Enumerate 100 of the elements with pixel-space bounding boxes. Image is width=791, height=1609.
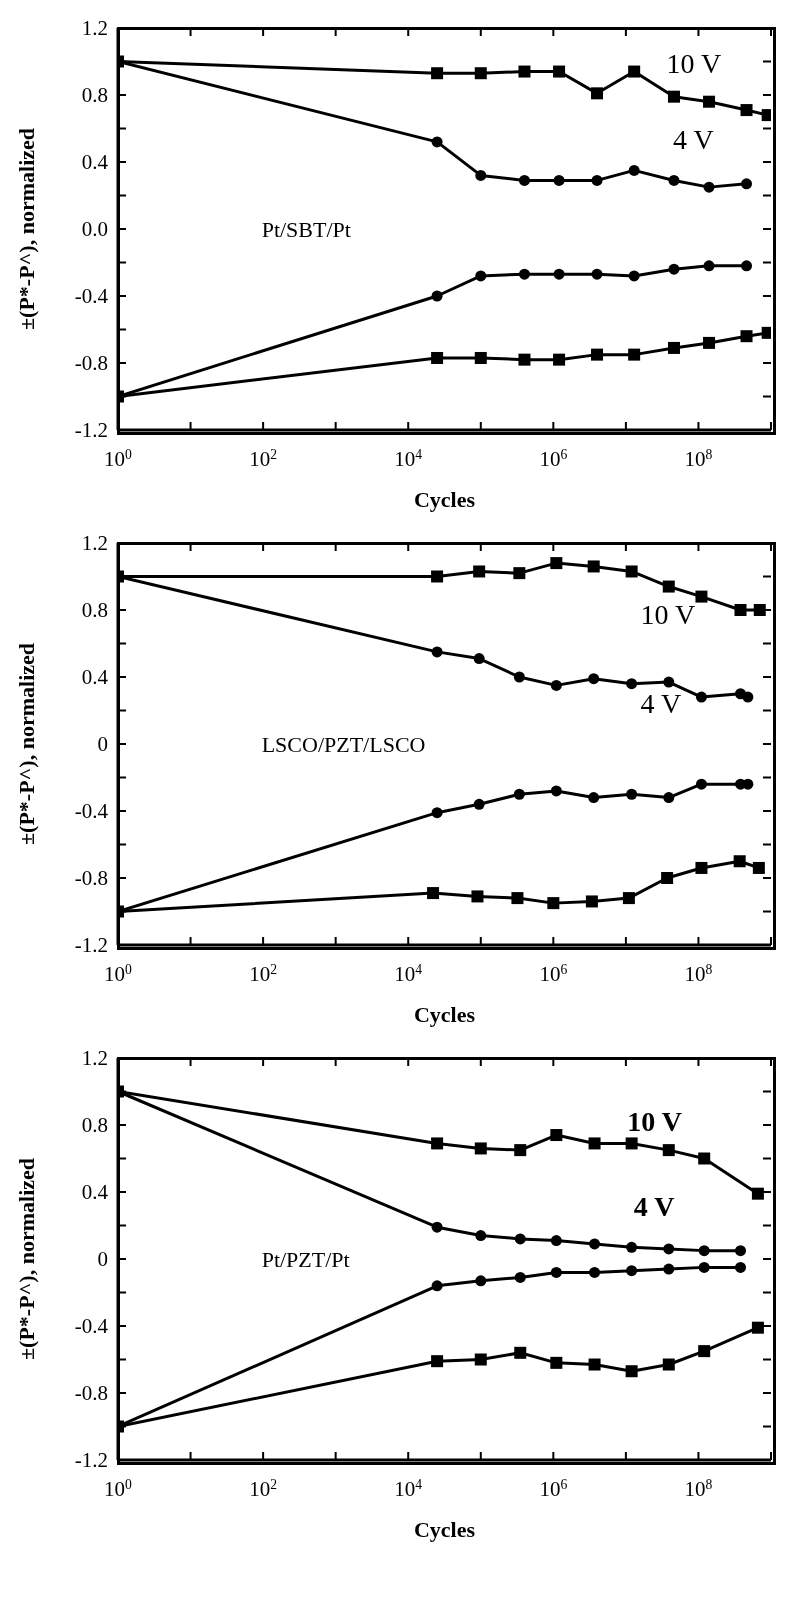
x-tick-label: 10$^{2}$ (249, 446, 278, 471)
point (741, 178, 753, 190)
annotation: 4 V (640, 687, 682, 720)
point (662, 1144, 675, 1157)
y-axis-title: ±(P*-P^), normalized (13, 642, 39, 846)
x-tick-label: 10$^{6}$ (539, 446, 568, 471)
point (591, 87, 604, 100)
point (553, 268, 565, 280)
point (663, 1243, 675, 1255)
y-tick-label: -0.8 (74, 866, 108, 890)
point (703, 181, 715, 193)
y-tick-label: 1.2 (81, 1046, 108, 1070)
point (667, 90, 680, 103)
point (514, 1271, 526, 1283)
point (625, 1365, 638, 1378)
point (550, 1266, 562, 1278)
point (514, 1144, 527, 1157)
point (626, 1265, 638, 1277)
point (550, 1235, 562, 1247)
x-axis-title: Cycles (413, 487, 476, 512)
x-tick-label: 10$^{0}$ (104, 961, 133, 986)
point (662, 1358, 675, 1371)
point (667, 341, 680, 354)
point (589, 1238, 601, 1250)
annotation: 10 V (666, 48, 722, 81)
x-tick-label: 10$^{4}$ (394, 446, 423, 471)
point (474, 1142, 487, 1155)
y-axis-title: ±(P*-P^), normalized (13, 127, 39, 331)
x-tick-label: 10$^{0}$ (104, 446, 133, 471)
point (741, 260, 753, 272)
y-tick-label: 0.8 (81, 1113, 108, 1137)
y-tick-label: 0 (97, 732, 108, 756)
x-tick-label: 10$^{2}$ (249, 961, 278, 986)
x-axis-title: Cycles (413, 1002, 476, 1027)
point (740, 330, 753, 343)
point (474, 67, 487, 80)
y-tick-label: 0.8 (81, 83, 108, 107)
point (628, 270, 640, 282)
point (589, 1266, 601, 1278)
point (703, 336, 716, 349)
x-tick-label: 10$^{8}$ (684, 446, 713, 471)
y-tick-label: -0.8 (74, 1381, 108, 1405)
text: Pt/PZT/Pt (261, 1246, 350, 1273)
point (474, 1353, 487, 1366)
point (628, 65, 641, 78)
text: Pt/SBT/Pt (261, 216, 351, 243)
x-tick-label: 10$^{0}$ (104, 1476, 133, 1501)
point (475, 1275, 487, 1287)
point (626, 1241, 638, 1253)
point (553, 65, 566, 78)
y-axis-title: ±(P*-P^), normalized (13, 1157, 39, 1361)
point (740, 104, 753, 117)
point (703, 260, 715, 272)
y-tick-label: -0.4 (74, 1314, 109, 1338)
point (553, 353, 566, 366)
y-tick-label: -0.8 (74, 351, 108, 375)
y-tick-label: 0.8 (81, 598, 108, 622)
annotation: 10 V (627, 1106, 683, 1139)
y-tick-label: 0.4 (81, 150, 109, 174)
point (588, 1137, 601, 1150)
point (475, 1230, 487, 1242)
y-tick-label: 0.4 (81, 1180, 109, 1204)
point (591, 268, 603, 280)
annotation: 4 V (673, 124, 714, 157)
x-tick-label: 10$^{4}$ (394, 961, 423, 986)
y-tick-label: 0.0 (81, 217, 108, 241)
y-tick-label: -0.4 (74, 284, 109, 308)
point (591, 174, 603, 186)
point (475, 270, 487, 282)
y-tick-label: -1.2 (74, 1448, 108, 1472)
x-tick-label: 10$^{8}$ (684, 961, 713, 986)
y-tick-label: -1.2 (74, 933, 108, 957)
point (663, 1263, 675, 1275)
point (474, 351, 487, 364)
y-tick-label: 0.4 (81, 665, 109, 689)
x-tick-label: 10$^{6}$ (539, 961, 568, 986)
x-axis-title: Cycles (413, 1517, 476, 1542)
y-tick-label: -0.4 (74, 799, 109, 823)
point (591, 348, 604, 361)
point (588, 1358, 601, 1371)
x-tick-label: 10$^{8}$ (684, 1476, 713, 1501)
x-tick-label: 10$^{6}$ (539, 1476, 568, 1501)
point (550, 1129, 563, 1142)
annotation: 10 V (640, 599, 696, 632)
point (625, 1137, 638, 1150)
point (475, 169, 487, 181)
annotation: 4 V (633, 1190, 675, 1223)
point (514, 1346, 527, 1359)
y-tick-label: 1.2 (81, 16, 108, 40)
point (553, 174, 565, 186)
text: LSCO/PZT/LSCO (261, 731, 426, 758)
y-tick-label: 1.2 (81, 531, 108, 555)
point (550, 1356, 563, 1369)
y-tick-label: -1.2 (74, 418, 108, 442)
point (514, 1233, 526, 1245)
point (628, 164, 640, 176)
point (703, 95, 716, 108)
y-tick-label: 0 (97, 1247, 108, 1271)
point (628, 348, 641, 361)
x-tick-label: 10$^{4}$ (394, 1476, 423, 1501)
